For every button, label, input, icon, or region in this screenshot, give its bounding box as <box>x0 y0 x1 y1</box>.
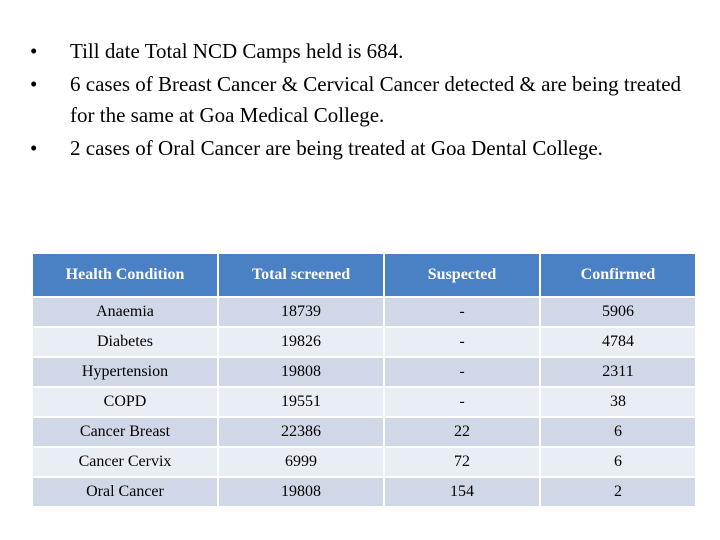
bullet-item: • 2 cases of Oral Cancer are being treate… <box>26 133 706 164</box>
cell-total-screened: 19808 <box>217 476 385 508</box>
cell-confirmed: 5906 <box>539 296 697 328</box>
header-suspected: Suspected <box>383 252 541 298</box>
bullet-dot-icon: • <box>30 39 38 63</box>
bullet-text: Till date Total NCD Camps held is 684. <box>70 39 404 63</box>
cell-confirmed: 38 <box>539 386 697 418</box>
bullet-list: • Till date Total NCD Camps held is 684. … <box>26 36 706 166</box>
cell-suspected: 154 <box>383 476 541 508</box>
cell-suspected: - <box>383 296 541 328</box>
header-health-condition: Health Condition <box>31 252 219 298</box>
cell-suspected: - <box>383 356 541 388</box>
cell-suspected: - <box>383 386 541 418</box>
bullet-dot-icon: • <box>30 136 38 160</box>
cell-total-screened: 22386 <box>217 416 385 448</box>
cell-total-screened: 18739 <box>217 296 385 328</box>
cell-condition: Diabetes <box>31 326 219 358</box>
cell-total-screened: 19551 <box>217 386 385 418</box>
bullet-text: 2 cases of Oral Cancer are being treated… <box>70 136 603 160</box>
cell-condition: Cancer Cervix <box>31 446 219 478</box>
cell-confirmed: 6 <box>539 416 697 448</box>
cell-confirmed: 2 <box>539 476 697 508</box>
table-row: Cancer Cervix 6999 72 6 <box>31 446 697 478</box>
cell-suspected: 72 <box>383 446 541 478</box>
cell-confirmed: 6 <box>539 446 697 478</box>
cell-total-screened: 19808 <box>217 356 385 388</box>
cell-confirmed: 2311 <box>539 356 697 388</box>
bullet-item: • 6 cases of Breast Cancer & Cervical Can… <box>26 69 706 131</box>
table-header-row: Health Condition Total screened Suspecte… <box>31 252 697 298</box>
ncd-screening-table: Health Condition Total screened Suspecte… <box>31 252 697 508</box>
bullet-item: • Till date Total NCD Camps held is 684. <box>26 36 706 67</box>
cell-condition: COPD <box>31 386 219 418</box>
cell-confirmed: 4784 <box>539 326 697 358</box>
table-row: COPD 19551 - 38 <box>31 386 697 418</box>
cell-condition: Oral Cancer <box>31 476 219 508</box>
bullet-dot-icon: • <box>30 72 38 96</box>
table-row: Hypertension 19808 - 2311 <box>31 356 697 388</box>
cell-condition: Anaemia <box>31 296 219 328</box>
header-confirmed: Confirmed <box>539 252 697 298</box>
table-row: Anaemia 18739 - 5906 <box>31 296 697 328</box>
table-row: Cancer Breast 22386 22 6 <box>31 416 697 448</box>
table-row: Oral Cancer 19808 154 2 <box>31 476 697 508</box>
cell-total-screened: 19826 <box>217 326 385 358</box>
cell-condition: Cancer Breast <box>31 416 219 448</box>
bullet-text: 6 cases of Breast Cancer & Cervical Canc… <box>70 72 682 127</box>
cell-suspected: - <box>383 326 541 358</box>
cell-total-screened: 6999 <box>217 446 385 478</box>
cell-condition: Hypertension <box>31 356 219 388</box>
cell-suspected: 22 <box>383 416 541 448</box>
header-total-screened: Total screened <box>217 252 385 298</box>
table-row: Diabetes 19826 - 4784 <box>31 326 697 358</box>
